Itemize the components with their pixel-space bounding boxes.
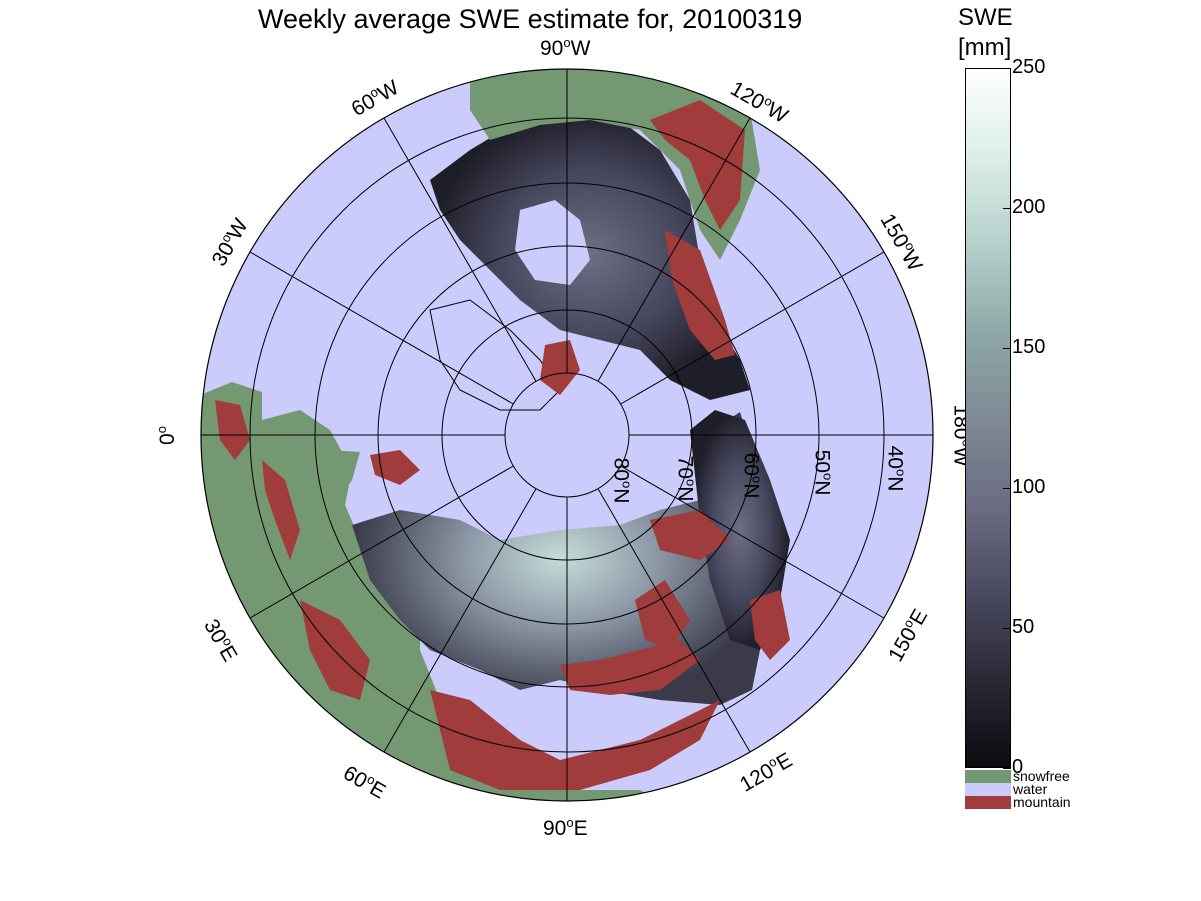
colorbar-tick-label: 200 xyxy=(1012,196,1046,218)
colorbar-title-line1: SWE xyxy=(958,4,1013,31)
graticule xyxy=(201,69,933,801)
mountain-layer xyxy=(215,100,790,790)
hudson-bay xyxy=(515,200,590,285)
colorbar-title-line2: [mm] xyxy=(958,34,1012,61)
colorbar-tick-label: 150 xyxy=(1012,336,1046,358)
meridian-line xyxy=(383,488,537,753)
colorbar-tick-mark xyxy=(1003,348,1011,349)
lon-label-90w: 90oW xyxy=(540,35,591,60)
legend-label-water: water xyxy=(1013,781,1048,797)
legend-swatch-snowfree xyxy=(965,770,1011,783)
colorbar-tick-label: 0 xyxy=(1012,756,1024,778)
colorbar-tick-mark xyxy=(1003,208,1011,209)
meridian-line xyxy=(620,251,885,405)
colorbar xyxy=(965,68,1011,768)
meridian-line xyxy=(383,117,537,382)
legend-swatch-mountain xyxy=(965,796,1011,809)
figure-title: Weekly average SWE estimate for, 2010031… xyxy=(258,4,803,34)
lat-label-50n: 50oN xyxy=(810,449,836,496)
meridian-line xyxy=(249,465,514,619)
colorbar-tick-mark xyxy=(1003,68,1011,69)
colorbar-tick-label: 250 xyxy=(1012,56,1046,78)
north-america-snow xyxy=(430,110,750,400)
meridian-line xyxy=(249,251,514,405)
colorbar-tick-label: 100 xyxy=(1012,476,1046,498)
lon-label-0: 0o xyxy=(153,426,179,445)
meridian-line xyxy=(597,117,751,382)
legend-label-snowfree: snowfree xyxy=(1013,768,1070,784)
greenland xyxy=(429,299,561,411)
colorbar-tick-mark xyxy=(1003,488,1011,489)
siberia-snow xyxy=(690,410,790,650)
colorbar-tick-mark xyxy=(1003,628,1011,629)
lat-label-70n: 70oN xyxy=(673,455,699,502)
meridian-line xyxy=(620,465,885,619)
colorbar-tick-label: 50 xyxy=(1012,616,1035,638)
scandinavia-land xyxy=(300,450,360,520)
meridian-line xyxy=(597,488,751,753)
lon-label-90e: 90oE xyxy=(543,815,588,840)
lat-label-80n: 80oN xyxy=(609,457,635,504)
land-layer xyxy=(201,69,790,801)
lat-label-40n: 40oN xyxy=(883,445,909,492)
lat-label-60n: 60oN xyxy=(739,452,765,499)
colorbar-tick-mark xyxy=(1003,768,1011,769)
map-boundary xyxy=(200,68,934,802)
legend-label-mountain: mountain xyxy=(1013,794,1071,810)
legend-swatch-water xyxy=(965,783,1011,796)
